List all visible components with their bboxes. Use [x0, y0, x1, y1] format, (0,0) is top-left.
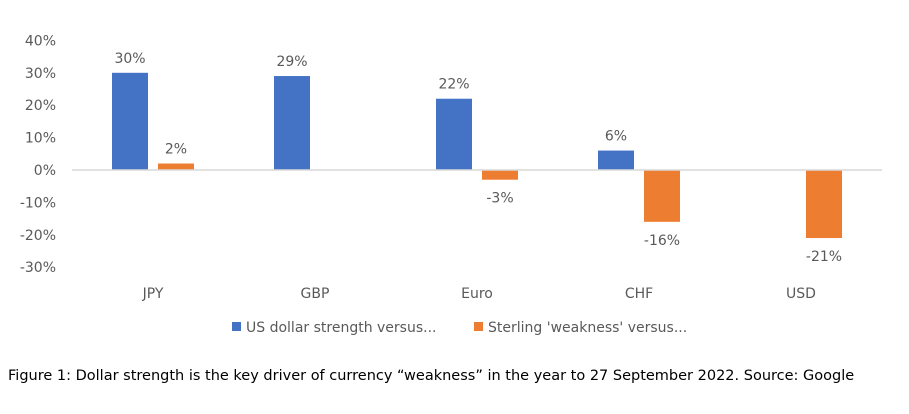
x-tick-label: Euro [461, 286, 493, 302]
data-label: 30% [114, 51, 145, 67]
legend-swatch [232, 322, 241, 331]
bar-usd-strength [436, 98, 472, 170]
data-label: 22% [438, 77, 469, 93]
y-tick-label: -10% [20, 195, 56, 211]
bar-sterling-weakness [158, 163, 194, 170]
x-tick-label: CHF [625, 286, 653, 302]
y-tick-label: 10% [25, 131, 56, 147]
y-tick-label: 30% [25, 66, 56, 82]
bar-usd-strength [274, 76, 310, 170]
y-tick-label: 40% [25, 33, 56, 49]
y-tick-label: -30% [20, 260, 56, 276]
x-tick-label: GBP [301, 286, 330, 302]
data-label: 6% [605, 129, 627, 145]
y-tick-label: -20% [20, 228, 56, 244]
figure-caption: Figure 1: Dollar strength is the key dri… [8, 368, 855, 384]
x-tick-label: USD [786, 286, 816, 302]
bar-sterling-weakness [644, 170, 680, 222]
legend-swatch [474, 322, 483, 331]
y-tick-label: 20% [25, 98, 56, 114]
y-tick-label: 0% [34, 163, 56, 179]
legend-label: US dollar strength versus... [246, 320, 436, 336]
bar-sterling-weakness [806, 170, 842, 239]
bar-sterling-weakness [482, 170, 518, 180]
data-label: -21% [806, 249, 842, 265]
bar-chart: 40% 30% 20% 10% 0% -10% -20% -30% JPY 30% 2% GBP 29%… [20, 33, 882, 336]
bar-usd-strength [598, 150, 634, 170]
data-label: -3% [486, 191, 513, 207]
x-tick-label: JPY [142, 286, 164, 302]
data-label: -16% [644, 233, 680, 249]
legend-label: Sterling 'weakness' versus... [488, 320, 687, 336]
data-label: 2% [165, 142, 187, 158]
data-label: 29% [276, 54, 307, 70]
bar-usd-strength [112, 72, 148, 170]
